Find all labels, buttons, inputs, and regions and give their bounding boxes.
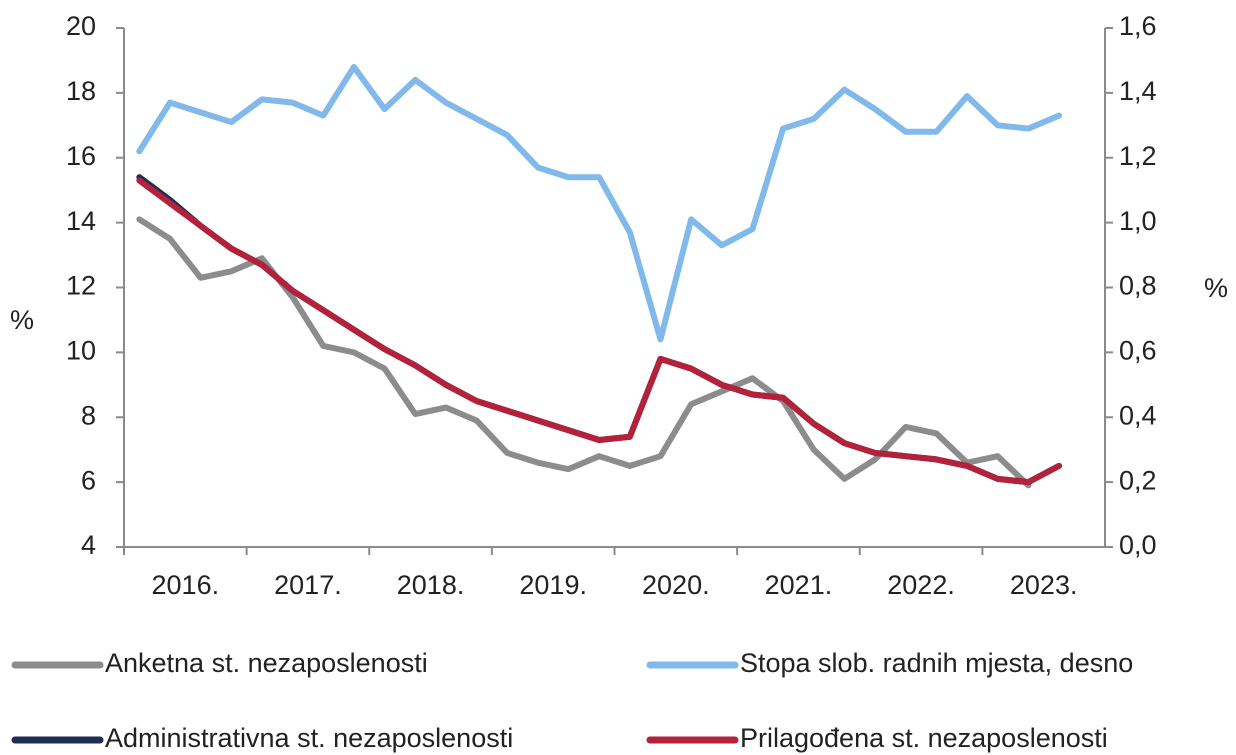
y2-tick-label: 1,2: [1119, 141, 1157, 171]
x-tick-label: 2018.: [397, 570, 465, 600]
y2-tick-label: 0,0: [1119, 530, 1157, 560]
x-tick-label: 2019.: [519, 570, 587, 600]
series-line: [136, 174, 1063, 486]
y-axis-label: %: [10, 305, 34, 335]
legend-label: Anketna st. nezaposlenosti: [105, 648, 428, 678]
y2-tick-label: 0,6: [1119, 336, 1157, 366]
y2-tick-label: 1,6: [1119, 11, 1157, 41]
y2-tick-label: 1,0: [1119, 206, 1157, 236]
y-tick-label: 12: [66, 271, 96, 301]
y-tick-label: 10: [66, 336, 96, 366]
y-tick-label: 14: [66, 206, 96, 236]
y2-tick-label: 0,8: [1119, 271, 1157, 301]
x-tick-label: 2016.: [152, 570, 220, 600]
legend-label: Administrativna st. nezaposlenosti: [105, 723, 513, 753]
x-tick-label: 2017.: [274, 570, 342, 600]
x-tick-label: 2021.: [765, 570, 833, 600]
y-tick-label: 8: [81, 400, 96, 430]
x-tick-label: 2022.: [887, 570, 955, 600]
series-line: [136, 63, 1063, 343]
y-tick-label: 6: [81, 465, 96, 495]
y-tick-label: 16: [66, 141, 96, 171]
y-tick-label: 20: [66, 11, 96, 41]
series-line: [136, 216, 1032, 489]
y-tick-label: 18: [66, 76, 96, 106]
legend-label: Prilagođena st. nezaposlenosti: [740, 723, 1108, 753]
y2-tick-label: 0,4: [1119, 400, 1157, 430]
x-tick-label: 2023.: [1010, 570, 1078, 600]
y2-tick-label: 0,2: [1119, 465, 1157, 495]
x-tick-label: 2020.: [642, 570, 710, 600]
y2-axis-label: %: [1204, 273, 1228, 303]
series-line: [136, 177, 1063, 486]
y-tick-label: 4: [81, 530, 96, 560]
legend-label: Stopa slob. radnih mjesta, desno: [740, 648, 1133, 678]
y2-tick-label: 1,4: [1119, 76, 1157, 106]
